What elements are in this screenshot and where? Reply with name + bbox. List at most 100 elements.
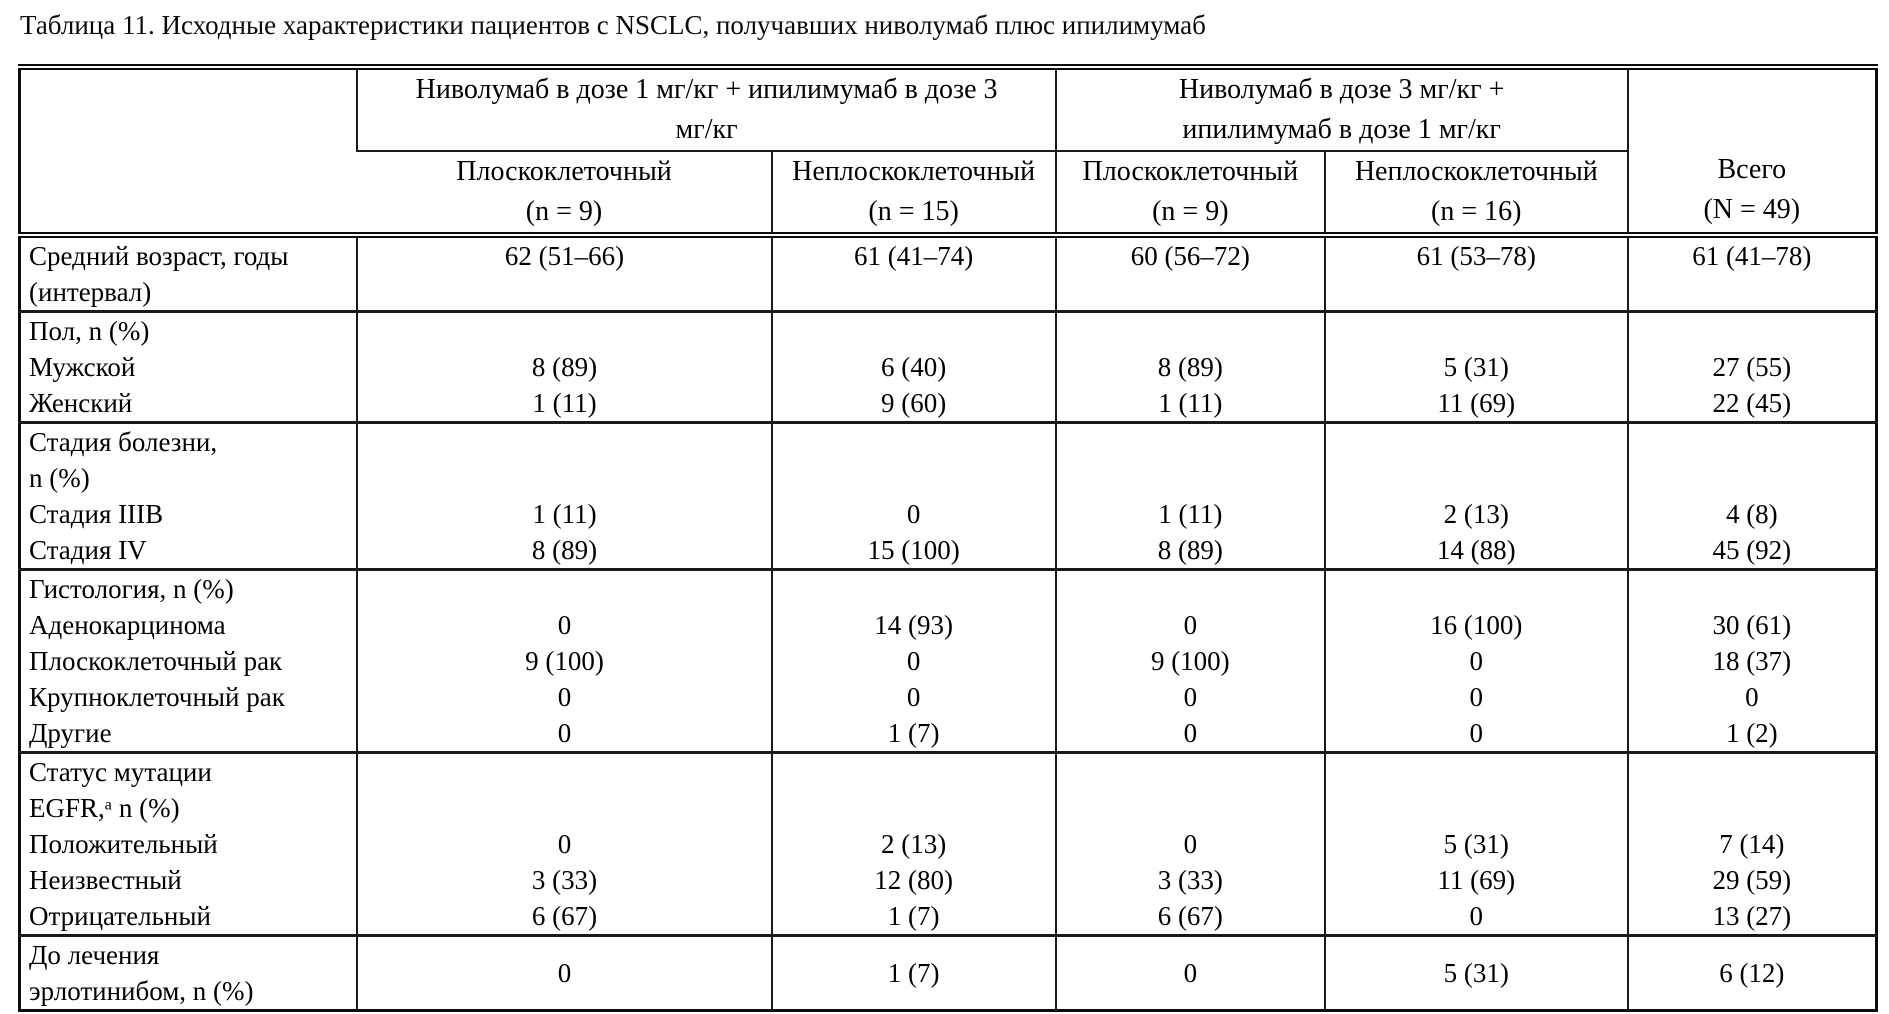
cell-value: 14 (93) xyxy=(874,610,953,640)
value-cell: 6 (40) 9 (60) xyxy=(770,311,1056,423)
table-section-row-5: До лечения эрлотинибом, n (%) 0 1 (7) 0 5 (31… xyxy=(19,935,1877,1011)
value-cell: 30 (61) 18 (37) 0 1 (2) xyxy=(1626,569,1877,753)
table-section-row-2: Стадия болезни, n (%) Стадия IIIB Стадия IV… xyxy=(19,422,1877,570)
value-cell: 61 (41–78) xyxy=(1626,235,1877,312)
cell-value: 29 (59) xyxy=(1712,865,1792,895)
cell-value xyxy=(1326,313,1627,349)
cell-value: 0 xyxy=(1183,718,1198,748)
cell-value: 0 xyxy=(1469,901,1484,931)
cell-value: 2 (13) xyxy=(881,829,947,859)
total-column-label: Всего xyxy=(1717,154,1787,185)
value-cell: 16 (100) 0 0 0 xyxy=(1323,569,1628,753)
cell-value: 0 xyxy=(1183,829,1198,859)
cell-value: 8 (89) xyxy=(531,535,598,565)
row-label: Неизвестный xyxy=(29,865,182,895)
cell-value: 6 (67) xyxy=(531,901,598,931)
patient-characteristics-table: Ниволумаб в дозе 1 мг/кг + ипилимумаб в … xyxy=(18,64,1878,1012)
cell-value xyxy=(1057,460,1324,496)
value-cell: 0 3 (33) 6 (67) xyxy=(1054,752,1325,936)
cell-value xyxy=(1057,274,1324,310)
subcolumn-count: (n = 9) xyxy=(525,196,603,227)
cell-value: 3 (33) xyxy=(1157,865,1223,895)
value-cell: 5 (31) 11 (69) xyxy=(1323,311,1628,423)
cell-value xyxy=(1057,790,1324,826)
cell-value xyxy=(1057,571,1324,607)
cell-value xyxy=(1326,571,1627,607)
cell-value xyxy=(358,274,770,310)
cell-value: 0 xyxy=(557,718,572,748)
value-cell: 5 (31) xyxy=(1323,935,1628,1011)
row-label: (интервал) xyxy=(29,277,152,307)
cell-value: 7 (14) xyxy=(1719,829,1785,859)
value-cell: 0 xyxy=(1054,935,1325,1011)
row-label-cell: Средний возраст, годы (интервал) xyxy=(20,235,358,312)
table-header: Ниволумаб в дозе 1 мг/кг + ипилимумаб в … xyxy=(19,64,1877,238)
table-section-row-3: Гистология, n (%) Аденокарцинома Плоскокле… xyxy=(19,569,1877,753)
cell-value: 5 (31) xyxy=(1443,958,1509,988)
row-label: Средний возраст, годы xyxy=(29,241,289,271)
table-section-row-4: Статус мутации EGFR,ᵃ n (%) Положительный Н… xyxy=(19,752,1877,936)
row-label: Женский xyxy=(29,388,133,418)
cell-value xyxy=(1326,274,1627,310)
cell-value: 30 (61) xyxy=(1712,610,1792,640)
cell-value: 2 (13) xyxy=(1443,499,1509,529)
row-label: Стадия IV xyxy=(29,535,147,565)
subcolumn-label: Неплоскоклеточный xyxy=(1354,156,1598,187)
table-body: Средний возраст, годы (интервал) 62 (51–66… xyxy=(19,235,1877,1011)
row-label-cell: До лечения эрлотинибом, n (%) xyxy=(20,936,358,1011)
value-cell: 60 (56–72) xyxy=(1054,235,1325,312)
cell-value: 0 xyxy=(1183,958,1198,988)
cell-value xyxy=(1057,313,1324,349)
table-caption: Таблица 11. Исходные характеристики паци… xyxy=(20,10,1206,40)
value-cell: 61 (41–74) xyxy=(770,235,1056,312)
value-cell: 62 (51–66) xyxy=(356,235,772,312)
cell-value xyxy=(1629,274,1875,310)
cell-value: 0 xyxy=(1745,682,1759,712)
subcolumn-label: Плоскоклеточный xyxy=(456,156,672,187)
cell-value: 1 (11) xyxy=(532,388,597,418)
value-cell: 5 (31) 11 (69) 0 xyxy=(1323,752,1628,936)
value-cell: 14 (93) 0 0 1 (7) xyxy=(770,569,1056,753)
cell-value: 9 (100) xyxy=(1150,646,1230,676)
cell-value xyxy=(1629,571,1875,607)
row-label: Другие xyxy=(29,718,112,748)
cell-value xyxy=(773,790,1055,826)
dose-group-1-line-1: Ниволумаб в дозе 1 мг/кг + ипилимумаб в … xyxy=(415,74,998,105)
cell-value: 13 (27) xyxy=(1712,901,1792,931)
row-label: Крупноклеточный рак xyxy=(29,682,285,712)
cell-value: 6 (67) xyxy=(1157,901,1223,931)
cell-value xyxy=(358,460,770,496)
cell-value: 3 (33) xyxy=(531,865,598,895)
cell-value: 6 (12) xyxy=(1719,958,1785,988)
cell-value: 0 xyxy=(1183,610,1198,640)
cell-value: 0 xyxy=(557,682,572,712)
cell-value: 8 (89) xyxy=(1157,352,1223,382)
cell-value: 1 (11) xyxy=(1158,499,1223,529)
row-label: Мужской xyxy=(29,352,136,382)
cell-value: 0 xyxy=(1469,718,1484,748)
row-label-cell: Гистология, n (%) Аденокарцинома Плоскокле… xyxy=(20,570,358,753)
cell-value: 4 (8) xyxy=(1725,499,1778,529)
cell-value: 27 (55) xyxy=(1712,352,1792,382)
cell-value: 0 xyxy=(557,610,572,640)
value-cell: 0 9 (100) 0 0 xyxy=(356,569,772,753)
cell-value xyxy=(773,274,1055,310)
cell-value: 60 (56–72) xyxy=(1130,241,1250,271)
row-label: Плоскоклеточный рак xyxy=(29,646,283,676)
table-section-row-0: Средний возраст, годы (интервал) 62 (51–66… xyxy=(19,235,1877,312)
cell-value xyxy=(1629,313,1875,349)
cell-value xyxy=(773,460,1055,496)
cell-value xyxy=(1057,754,1324,790)
value-cell: 0 9 (100) 0 0 xyxy=(1054,569,1325,753)
dose-group-2-line-2: ипилимумаб в дозе 1 мг/кг xyxy=(1182,114,1501,145)
subcolumn-squamous-2-header: Плоскоклеточный (n = 9) xyxy=(1054,151,1325,238)
cell-value: 5 (31) xyxy=(1443,352,1509,382)
subcolumn-count: (n = 9) xyxy=(1152,196,1229,227)
cell-value: 1 (7) xyxy=(887,718,940,748)
cell-value: 9 (60) xyxy=(881,388,947,418)
row-label-cell: Стадия болезни, n (%) Стадия IIIB Стадия IV xyxy=(20,423,358,570)
row-label: Пол, n (%) xyxy=(29,316,150,346)
cell-value xyxy=(1629,424,1875,460)
subcolumn-label: Плоскоклеточный xyxy=(1082,156,1299,187)
